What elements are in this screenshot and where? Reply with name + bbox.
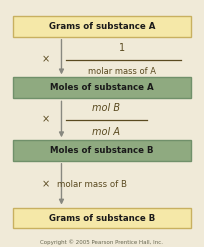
Text: mol B: mol B	[92, 103, 120, 113]
FancyBboxPatch shape	[13, 78, 191, 98]
Text: Moles of substance B: Moles of substance B	[50, 146, 154, 155]
Text: Moles of substance A: Moles of substance A	[50, 83, 154, 92]
Text: ×: ×	[41, 55, 49, 65]
Text: ×: ×	[41, 179, 49, 189]
FancyBboxPatch shape	[13, 208, 191, 228]
FancyBboxPatch shape	[13, 140, 191, 161]
Text: ×: ×	[41, 115, 49, 125]
Text: Copyright © 2005 Pearson Prentice Hall, Inc.: Copyright © 2005 Pearson Prentice Hall, …	[41, 239, 163, 245]
Text: molar mass of B: molar mass of B	[57, 180, 128, 189]
Text: 1: 1	[119, 43, 125, 53]
Text: mol A: mol A	[92, 127, 120, 137]
Text: Grams of substance A: Grams of substance A	[49, 22, 155, 31]
FancyBboxPatch shape	[13, 16, 191, 37]
Text: Grams of substance B: Grams of substance B	[49, 214, 155, 223]
Text: molar mass of A: molar mass of A	[88, 67, 156, 76]
